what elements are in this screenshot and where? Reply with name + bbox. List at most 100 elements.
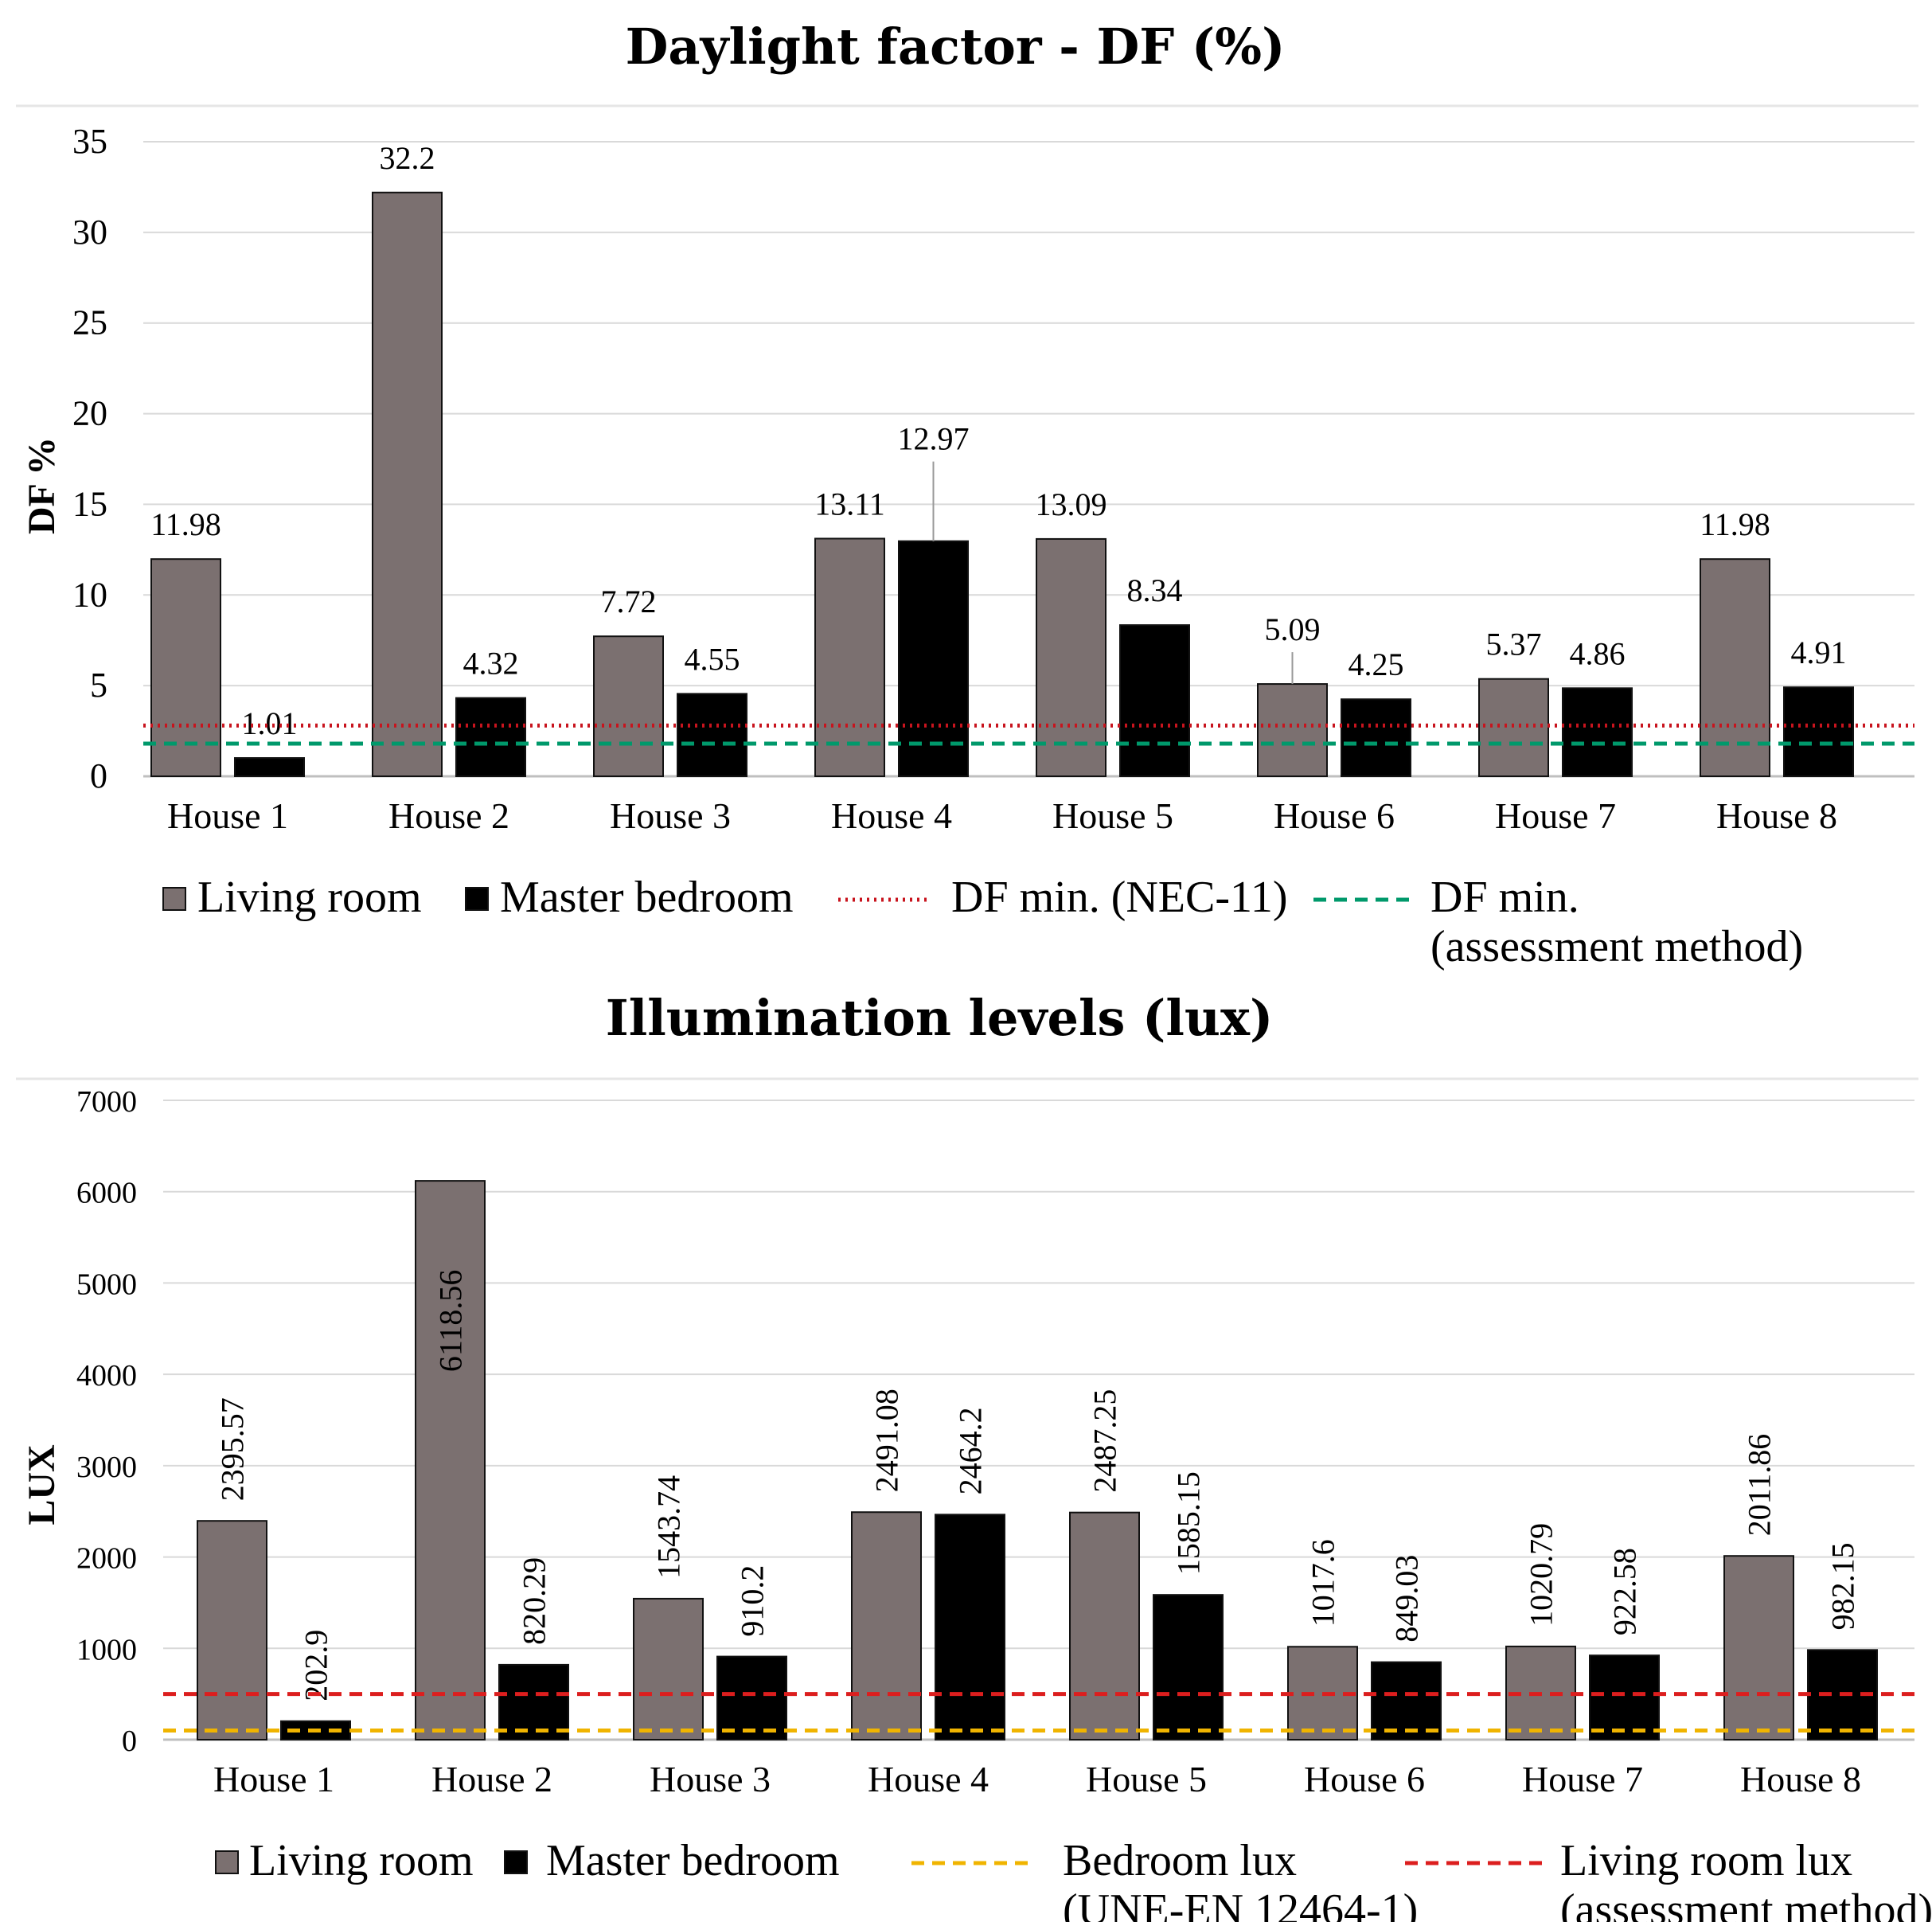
data-label: 5.37 [1486,627,1542,662]
master-bedroom-bar [935,1514,1005,1740]
master-bedroom-bar [716,1655,787,1741]
y-tick-label: 4000 [76,1359,137,1393]
x-tick-label: House 3 [610,795,731,836]
legend-label: DF min. [1430,873,1579,922]
x-tick-label: House 6 [1304,1759,1425,1799]
master-bedroom-bar [1341,698,1411,778]
master-bedroom-bar [1371,1661,1442,1741]
data-label: 849.03 [1389,1555,1425,1643]
data-label: 13.09 [1036,486,1107,522]
legend-label: Living room [197,873,422,922]
legend-label-line2: (UNE-EN 12464-1) [1063,1885,1418,1922]
data-label: 4.32 [463,646,519,682]
chart-title: Daylight factor - DF (%) [626,18,1286,76]
data-label: 982.15 [1825,1542,1861,1630]
living-room-bar [1036,537,1107,777]
data-label: 1017.6 [1306,1539,1341,1627]
y-tick-label: 0 [90,756,107,795]
data-label: 2011.86 [1742,1434,1778,1537]
y-tick-label: 2000 [76,1542,137,1576]
master-bedroom-bar [1562,687,1633,778]
y-tick-label: 5000 [76,1268,137,1301]
living-room-bar [1700,558,1770,778]
living-room-bar [197,1520,267,1740]
x-tick-label: House 5 [1086,1759,1207,1799]
living-room-bar [593,635,664,778]
y-tick-label: 1000 [76,1633,137,1666]
data-label: 2487.25 [1087,1389,1123,1493]
data-label: 4.55 [685,641,740,677]
data-label: 202.9 [299,1630,334,1701]
y-tick-label: 35 [72,122,107,161]
living-room-bar [851,1511,922,1740]
x-tick-label: House 1 [167,795,288,836]
y-tick-label: 10 [72,575,107,614]
x-tick-label: House 3 [650,1759,771,1799]
living-room-bar [633,1597,704,1741]
legend-label-line2: (assessment method) [1560,1885,1932,1922]
living-room-bar [1723,1555,1794,1741]
data-label: 1585.15 [1171,1471,1207,1575]
master-bedroom-bar [1589,1654,1660,1741]
master-bedroom-bar [1783,686,1854,777]
illumination-chart: Illumination levels (lux) LUX 0 1000 2000 300… [16,989,1932,1922]
y-tick-label: 5 [90,666,107,705]
living-room-bar [814,537,885,777]
y-axis-label: LUX [21,1444,63,1525]
legend-label-line2: (assessment method) [1430,922,1803,971]
data-label: 910.2 [735,1565,771,1637]
x-tick-label: House 5 [1052,795,1173,836]
y-tick-label: 0 [122,1725,137,1758]
living-room-bar [372,191,443,777]
legend-master-bedroom-swatch [465,887,489,911]
x-tick-label: House 4 [868,1759,989,1799]
data-label: 4.25 [1348,647,1404,682]
data-label: 32.2 [380,140,435,176]
legend-master-bedroom-swatch [504,1850,528,1874]
legend-label: Master bedroom [546,1836,840,1885]
master-bedroom-bar [234,757,305,777]
x-tick-label: House 8 [1740,1759,1861,1799]
x-tick-label: House 1 [213,1759,334,1799]
legend-label: Living room lux [1560,1836,1852,1885]
legend-label: Living room [249,1836,474,1885]
living-room-bar [1257,683,1328,778]
data-label: 8.34 [1127,572,1183,608]
x-tick-label: House 6 [1274,795,1395,836]
y-tick-label: 6000 [76,1177,137,1210]
living-room-bar [1069,1511,1140,1740]
y-tick-label: 7000 [76,1085,137,1119]
legend-label: Master bedroom [500,873,794,922]
legend-living-room-swatch [215,1850,239,1874]
data-label: 4.86 [1570,635,1626,671]
data-label: 922.58 [1607,1548,1643,1635]
x-tick-label: House 7 [1495,795,1616,836]
living-room-bar [415,1180,486,1740]
master-bedroom-bar [1119,624,1190,778]
y-tick-label: 25 [72,303,107,342]
y-tick-label: 20 [72,394,107,433]
x-tick-label: House 2 [388,795,509,836]
data-label: 2395.57 [215,1397,251,1501]
y-tick-label: 15 [72,484,107,523]
data-label: 11.98 [1700,506,1770,542]
data-label: 820.29 [517,1557,552,1645]
x-tick-label: House 4 [831,795,952,836]
data-label: 1.01 [242,705,298,741]
y-axis-label: DF % [21,437,63,534]
data-label: 1020.79 [1524,1523,1559,1627]
data-label: 1543.74 [651,1475,687,1579]
legend-label: Bedroom lux [1063,1836,1297,1885]
x-tick-label: House 8 [1716,795,1837,836]
master-bedroom-bar [677,693,747,778]
master-bedroom-bar [1153,1594,1224,1740]
data-label: 7.72 [601,584,657,619]
legend-living-room-swatch [162,887,186,911]
data-label: 2491.08 [869,1389,905,1492]
chart-title: Illumination levels (lux) [606,989,1274,1047]
daylight-factor-chart: Daylight factor - DF (%) DF % 0 5 10 15 20 25 30… [16,18,1918,971]
living-room-bar [1478,678,1549,777]
data-label: 4.91 [1791,635,1847,670]
master-bedroom-bar [498,1663,569,1741]
